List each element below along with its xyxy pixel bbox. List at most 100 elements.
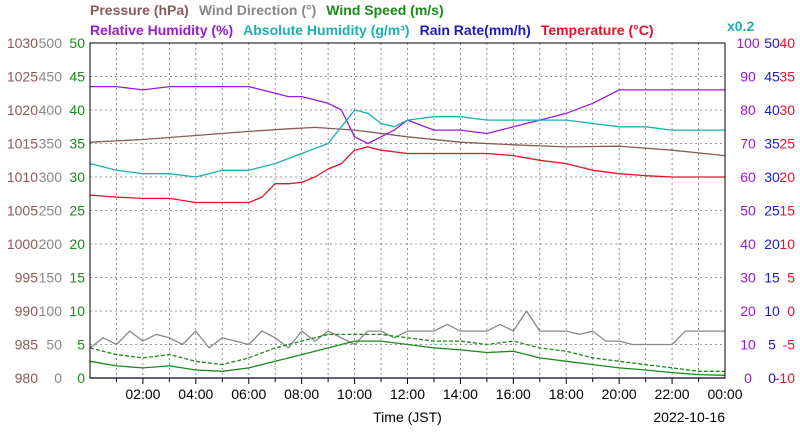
legend-wind-speed: Wind Speed (m/s) xyxy=(326,2,443,18)
series-line-absolute-humidity-g-m xyxy=(89,109,725,178)
x-tick-label: 16:00 xyxy=(496,386,531,402)
y-tick-pressure: 1000 xyxy=(7,236,38,252)
y-tick-rh: 90 xyxy=(740,69,756,85)
y-tick-wind-speed: 0 xyxy=(77,370,85,386)
y-tick-pressure: 995 xyxy=(15,270,39,286)
series-line-pressure-hpa xyxy=(89,126,726,157)
x-axis-label: Time (JST) xyxy=(373,409,442,425)
x-tick-label: 08:00 xyxy=(284,386,319,402)
y-tick-rh: 50 xyxy=(740,203,756,219)
y-tick-rain: 0 xyxy=(768,370,776,386)
y-tick-pressure: 1010 xyxy=(7,169,38,185)
y-tick-pressure: 1020 xyxy=(7,102,38,118)
y-tick-rh: 40 xyxy=(740,236,756,252)
y-tick-temp: 10 xyxy=(779,236,795,252)
y-tick-temp: -10 xyxy=(775,370,795,386)
y-tick-rain: 40 xyxy=(764,102,780,118)
y-tick-temp: 25 xyxy=(779,136,795,152)
legend-rh: Relative Humidity (%) xyxy=(90,22,233,38)
series-line-wind-speed-m-s xyxy=(89,340,726,376)
y-tick-temp: 40 xyxy=(779,35,795,51)
y-tick-pressure: 1030 xyxy=(7,35,38,51)
y-tick-temp: 30 xyxy=(779,102,795,118)
y-tick-rain: 20 xyxy=(764,236,780,252)
y-tick-rh: 20 xyxy=(740,303,756,319)
y-tick-wind-dir: 350 xyxy=(39,136,63,152)
y-tick-wind-dir: 150 xyxy=(39,270,63,286)
y-tick-rh: 60 xyxy=(740,169,756,185)
y-tick-wind-speed: 45 xyxy=(69,69,85,85)
y-tick-temp: 35 xyxy=(779,69,795,85)
series-line-wind-direction xyxy=(89,310,725,349)
legend-ah: Absolute Humidity (g/m³) xyxy=(243,22,409,38)
y-tick-wind-speed: 10 xyxy=(69,303,85,319)
y-tick-temp: 15 xyxy=(779,203,795,219)
y-tick-temp: 5 xyxy=(787,270,795,286)
date-label: 2022-10-16 xyxy=(653,409,725,425)
y-tick-wind-speed: 40 xyxy=(69,102,85,118)
x-tick-label: 22:00 xyxy=(655,386,690,402)
ah-scale-note: x0.2 xyxy=(727,18,754,34)
legend-rain: Rain Rate(mm/h) xyxy=(420,22,531,38)
y-tick-wind-speed: 35 xyxy=(69,136,85,152)
y-tick-wind-dir: 50 xyxy=(46,337,62,353)
y-tick-rh: 10 xyxy=(740,337,756,353)
y-tick-wind-dir: 0 xyxy=(54,370,62,386)
y-tick-wind-speed: 50 xyxy=(69,35,85,51)
series-line-relative-humidity xyxy=(90,85,725,145)
legend: Pressure (hPa) Wind Direction (°) Wind Spe… xyxy=(90,2,654,38)
y-tick-wind-dir: 500 xyxy=(39,35,63,51)
y-tick-temp: -5 xyxy=(783,337,796,353)
y-tick-wind-dir: 100 xyxy=(39,303,63,319)
y-tick-rh: 100 xyxy=(736,35,760,51)
y-tick-wind-dir: 450 xyxy=(39,69,63,85)
legend-temp: Temperature (°C) xyxy=(541,22,654,38)
plot-frame xyxy=(89,42,726,379)
x-tick-label: 04:00 xyxy=(178,386,213,402)
legend-wind-dir: Wind Direction (°) xyxy=(199,2,316,18)
series-line-wind-gust-m-s xyxy=(89,333,725,372)
x-tick-label: 02:00 xyxy=(125,386,160,402)
y-tick-wind-dir: 300 xyxy=(39,169,63,185)
axes-layer: 9809859909951000100510101015102010251030… xyxy=(7,35,795,402)
y-tick-rh: 70 xyxy=(740,136,756,152)
grid xyxy=(90,43,725,384)
y-tick-pressure: 1025 xyxy=(7,69,38,85)
y-tick-wind-speed: 20 xyxy=(69,236,85,252)
y-tick-rh: 0 xyxy=(744,370,752,386)
y-tick-wind-speed: 15 xyxy=(69,270,85,286)
series-line-temperature-c xyxy=(89,146,725,204)
y-tick-rain: 30 xyxy=(764,169,780,185)
y-tick-pressure: 985 xyxy=(15,337,39,353)
y-tick-rh: 30 xyxy=(740,270,756,286)
y-tick-temp: 0 xyxy=(787,303,795,319)
x-tick-label: 10:00 xyxy=(337,386,372,402)
y-tick-rh: 80 xyxy=(740,102,756,118)
y-tick-wind-speed: 5 xyxy=(77,337,85,353)
y-tick-rain: 15 xyxy=(764,270,780,286)
y-tick-pressure: 1005 xyxy=(7,203,38,219)
y-tick-pressure: 1015 xyxy=(7,136,38,152)
x-tick-label: 18:00 xyxy=(549,386,584,402)
y-tick-rain: 25 xyxy=(764,203,780,219)
y-tick-pressure: 990 xyxy=(15,303,39,319)
y-tick-temp: 20 xyxy=(779,169,795,185)
x-tick-label: 20:00 xyxy=(602,386,637,402)
y-tick-rain: 5 xyxy=(768,337,776,353)
x-tick-label: 06:00 xyxy=(231,386,266,402)
y-tick-rain: 10 xyxy=(764,303,780,319)
y-tick-wind-speed: 25 xyxy=(69,203,85,219)
y-tick-wind-speed: 30 xyxy=(69,169,85,185)
y-tick-wind-dir: 200 xyxy=(39,236,63,252)
y-tick-pressure: 980 xyxy=(15,370,39,386)
y-tick-rain: 50 xyxy=(764,35,780,51)
x-tick-label: 12:00 xyxy=(390,386,425,402)
y-tick-wind-dir: 250 xyxy=(39,203,63,219)
y-tick-rain: 45 xyxy=(764,69,780,85)
y-tick-rain: 35 xyxy=(764,136,780,152)
legend-pressure: Pressure (hPa) xyxy=(90,2,189,18)
y-tick-wind-dir: 400 xyxy=(39,102,63,118)
x-tick-label: 14:00 xyxy=(443,386,478,402)
x-tick-label: 00:00 xyxy=(707,386,742,402)
